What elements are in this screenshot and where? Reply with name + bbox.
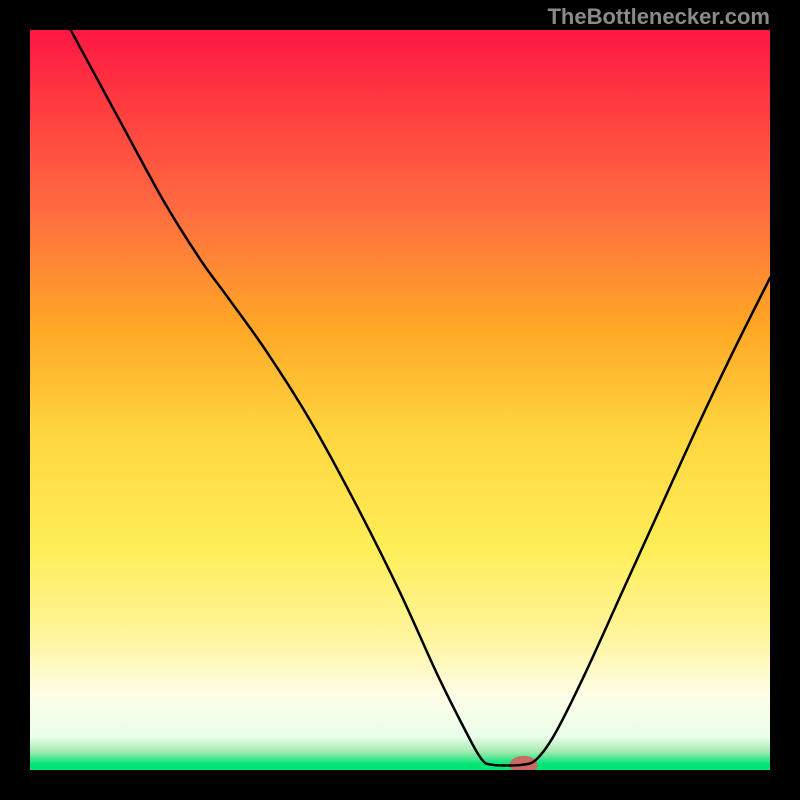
bottleneck-curve: [71, 30, 770, 766]
chart-container: TheBottlenecker.com: [0, 0, 800, 800]
watermark-text: TheBottlenecker.com: [547, 4, 770, 30]
plot-area: [30, 30, 770, 770]
curve-layer: [30, 30, 770, 770]
